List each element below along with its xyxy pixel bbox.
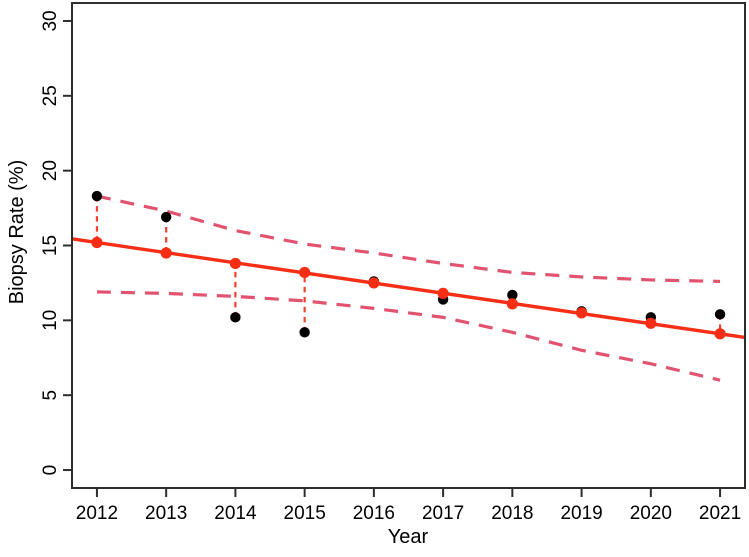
upper-confidence-band bbox=[96, 194, 721, 284]
x-axis-label: Year bbox=[388, 526, 429, 548]
fitted-point bbox=[437, 287, 449, 300]
y-tick-label: 15 bbox=[40, 235, 61, 256]
observed-points bbox=[91, 190, 726, 338]
fitted-point bbox=[645, 317, 657, 329]
y-tick-label: 5 bbox=[40, 390, 61, 401]
y-tick-label: 0 bbox=[40, 465, 61, 476]
fitted-point bbox=[506, 298, 518, 310]
fitted-point bbox=[299, 266, 311, 279]
fitted-point bbox=[575, 307, 588, 319]
plot-border bbox=[71, 2, 746, 489]
fitted-points bbox=[91, 236, 726, 340]
x-tick-label: 2019 bbox=[560, 503, 602, 524]
y-axis: 0 5 10 15 20 25 30 bbox=[40, 10, 72, 475]
observed-point bbox=[160, 211, 172, 223]
x-tick-label: 2015 bbox=[284, 503, 326, 524]
x-tick-label: 2020 bbox=[630, 503, 672, 524]
x-tick-label: 2021 bbox=[699, 503, 741, 524]
x-tick-label: 2014 bbox=[214, 503, 257, 524]
x-tick-label: 2016 bbox=[353, 503, 395, 524]
observed-point bbox=[299, 327, 310, 338]
fitted-point bbox=[160, 247, 172, 259]
fitted-point bbox=[714, 328, 726, 340]
y-tick-label: 20 bbox=[40, 160, 61, 181]
plot-frame bbox=[71, 2, 746, 489]
confidence-bands bbox=[96, 194, 721, 382]
lower-confidence-band bbox=[96, 290, 721, 382]
y-tick-label: 30 bbox=[40, 10, 61, 31]
trend-line bbox=[71, 237, 746, 340]
fitted-point bbox=[229, 257, 242, 270]
y-tick-label: 10 bbox=[40, 310, 61, 331]
x-tick-label: 2013 bbox=[145, 503, 187, 524]
observed-point bbox=[714, 309, 726, 320]
x-axis: 2012 2013 2014 2015 2016 2017 2018 2019 2020 2021 bbox=[76, 488, 741, 524]
x-tick-label: 2012 bbox=[76, 503, 118, 524]
observed-point bbox=[507, 289, 518, 301]
y-tick-label: 25 bbox=[40, 85, 61, 106]
fitted-point bbox=[368, 277, 380, 289]
fitted-trend-line bbox=[71, 237, 746, 340]
fitted-point bbox=[91, 236, 103, 249]
observed-point bbox=[230, 312, 241, 323]
x-tick-label: 2017 bbox=[422, 503, 464, 524]
x-tick-label: 2018 bbox=[491, 503, 533, 524]
y-axis-label: Biopsy Rate (%) bbox=[6, 160, 28, 305]
observed-point bbox=[91, 190, 103, 202]
